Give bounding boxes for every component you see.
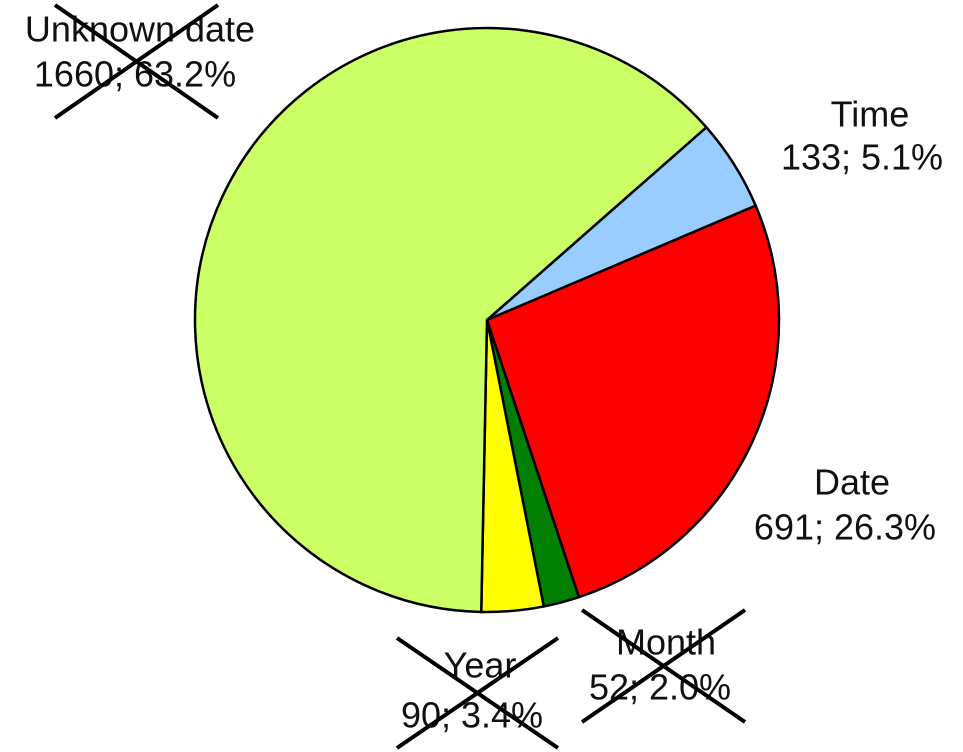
- cross-line: [580, 608, 747, 724]
- slice: [485, 203, 781, 599]
- slice: [193, 26, 709, 614]
- slice-value: 133; 5.1%: [781, 137, 943, 178]
- cross-line: [53, 3, 220, 120]
- slice-label: Time: [831, 94, 910, 135]
- slice-label: Unknown date: [25, 9, 255, 50]
- cross-outs: [53, 3, 747, 750]
- pie: [193, 26, 781, 614]
- slice-label: Date: [814, 462, 890, 503]
- cross-line: [395, 636, 560, 750]
- slice-value: 691; 26.3%: [754, 507, 936, 548]
